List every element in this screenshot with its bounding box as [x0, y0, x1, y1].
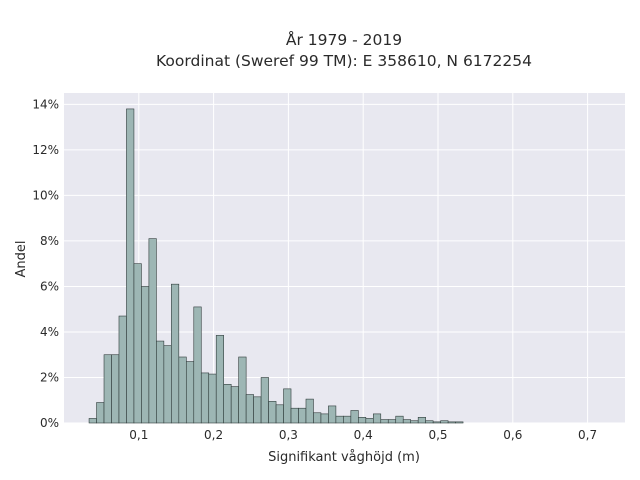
x-tick-label: 0,5 [428, 428, 447, 442]
histogram-bar [171, 283, 180, 424]
histogram-bar [178, 356, 187, 424]
histogram-bar [148, 238, 157, 424]
histogram-bar [103, 354, 112, 424]
histogram-bar [141, 286, 150, 424]
histogram-bar [88, 418, 97, 424]
y-axis-label: Andel [14, 241, 29, 278]
x-tick-label: 0,2 [204, 428, 223, 442]
histogram-bar [133, 263, 142, 424]
x-tick-label: 0,4 [354, 428, 373, 442]
histogram-bar [230, 386, 239, 424]
histogram-bar [238, 356, 247, 424]
histogram-bar [440, 420, 449, 424]
histogram-bar [387, 419, 397, 424]
y-tick-label: 10% [32, 188, 59, 202]
histogram-bar [111, 354, 120, 424]
y-tick-label: 4% [40, 325, 59, 339]
grid-lines [64, 93, 625, 424]
histogram-bar [200, 372, 210, 424]
histogram-bar [417, 417, 426, 424]
histogram-bar [283, 388, 292, 424]
histogram-bar [335, 415, 344, 424]
histogram-bar [126, 108, 135, 424]
histogram-bars [88, 108, 464, 424]
histogram-bar [118, 315, 127, 424]
histogram-bar [372, 413, 382, 424]
chart-title-line-2: Koordinat (Sweref 99 TM): E 358610, N 61… [156, 52, 532, 70]
x-axis-ticks: 0,1 0,2 0,3 0,4 0,5 0,6 0,7 [129, 428, 597, 442]
histogram-bar [350, 410, 359, 424]
histogram-bar [268, 401, 277, 424]
y-tick-label: 12% [32, 143, 59, 157]
histogram-bar [425, 420, 434, 424]
y-tick-label: 14% [32, 97, 59, 111]
histogram-bar [320, 413, 329, 424]
x-tick-label: 0,1 [129, 428, 148, 442]
histogram-bar [365, 418, 374, 424]
histogram-bar [298, 407, 307, 424]
histogram-bar [432, 421, 441, 424]
x-tick-label: 0,3 [279, 428, 298, 442]
histogram-bar [223, 384, 232, 424]
histogram-bar [343, 415, 352, 424]
histogram-bar [215, 335, 224, 424]
histogram-bar [305, 398, 314, 424]
histogram-bar [402, 419, 411, 424]
histogram-bar [275, 404, 284, 424]
x-tick-label: 0,6 [503, 428, 522, 442]
histogram-bar [163, 345, 172, 424]
histogram-bar [410, 420, 419, 424]
y-tick-label: 6% [40, 279, 59, 293]
histogram-bar [96, 402, 105, 424]
histogram-bar [380, 419, 389, 424]
x-tick-label: 0,7 [578, 428, 597, 442]
chart-title-line-1: År 1979 - 2019 [286, 30, 402, 49]
histogram-bar [260, 377, 269, 424]
histogram-bar [208, 373, 217, 424]
histogram-bar [455, 421, 464, 424]
histogram-bar [395, 415, 404, 424]
histogram-bar [290, 407, 299, 424]
y-tick-label: 2% [40, 370, 59, 384]
histogram-bar [156, 340, 165, 424]
histogram-bar [245, 394, 254, 424]
histogram-bar [313, 412, 322, 424]
histogram-bar [193, 306, 202, 424]
y-tick-label: 0% [40, 416, 59, 430]
y-tick-label: 8% [40, 234, 59, 248]
histogram-bar [358, 417, 367, 424]
y-axis-ticks: 0% 2% 4% 6% 8% 10% 12% 14% [32, 97, 59, 430]
histogram-bar [447, 421, 456, 424]
histogram-bar [328, 405, 337, 424]
x-axis-label: Signifikant våghöjd (m) [268, 450, 420, 465]
histogram-bar [185, 361, 195, 424]
histogram-bar [253, 396, 262, 424]
